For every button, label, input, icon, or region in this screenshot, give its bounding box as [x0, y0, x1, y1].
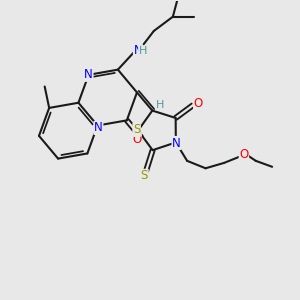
Text: N: N	[172, 136, 181, 149]
Text: N: N	[134, 44, 142, 57]
Text: H: H	[139, 46, 147, 56]
Text: O: O	[194, 97, 203, 110]
Text: O: O	[132, 133, 141, 146]
Text: H: H	[156, 100, 164, 110]
Text: S: S	[141, 169, 148, 182]
Text: S: S	[133, 123, 140, 136]
Text: O: O	[239, 148, 248, 161]
Text: N: N	[94, 122, 103, 134]
Text: N: N	[84, 68, 93, 81]
